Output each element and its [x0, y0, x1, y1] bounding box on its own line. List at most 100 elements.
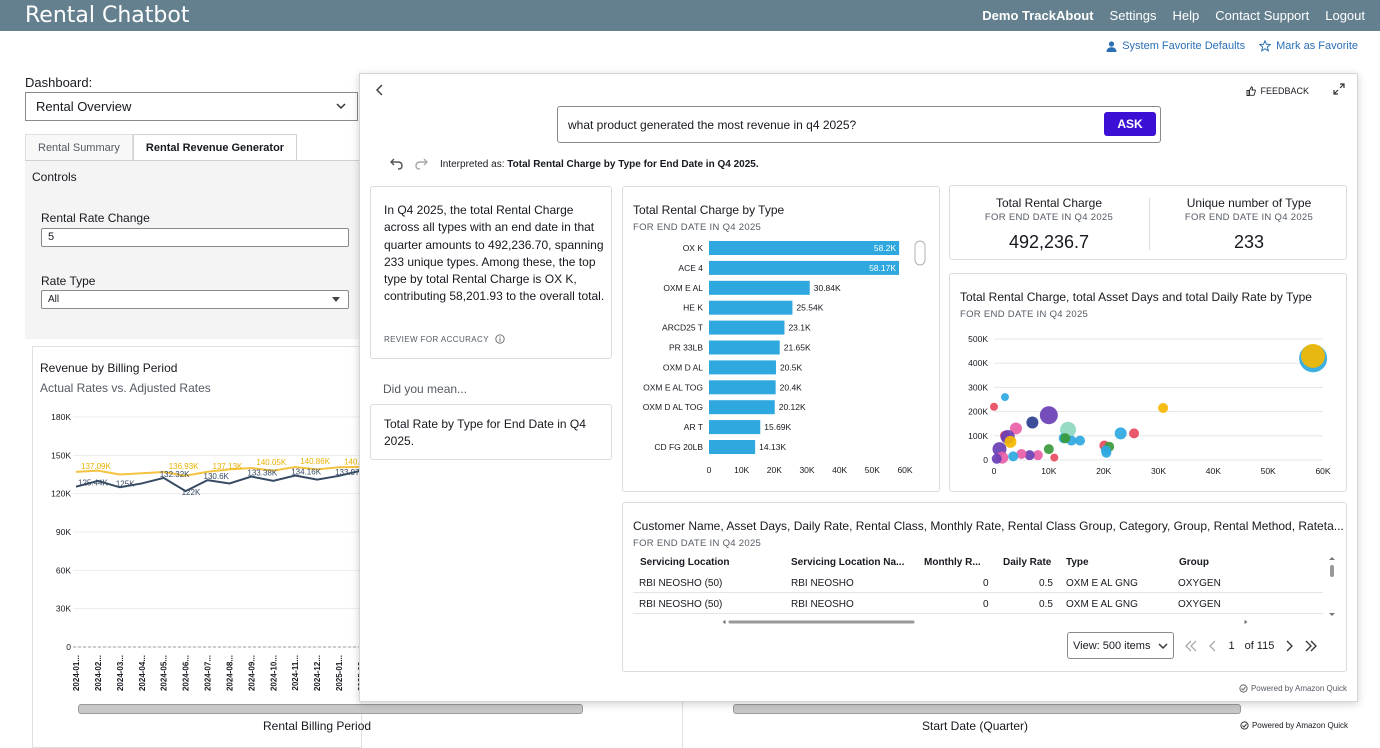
actual-data-label: 133.97K — [335, 468, 359, 477]
kpi-card: Total Rental Charge FOR END DATE IN Q4 2… — [949, 185, 1347, 260]
dashboard-select[interactable]: Rental Overview — [25, 92, 358, 121]
chevron-left-icon[interactable] — [374, 83, 386, 97]
nav-demo-trackabout[interactable]: Demo TrackAbout — [982, 8, 1094, 23]
kpi-total-rental-charge: Total Rental Charge FOR END DATE IN Q4 2… — [950, 186, 1148, 258]
nav-help[interactable]: Help — [1172, 8, 1200, 23]
column-header[interactable]: Group — [1179, 557, 1209, 568]
first-page-icon[interactable] — [1184, 640, 1198, 652]
x-tick-label: 10K — [1041, 466, 1056, 476]
scatter-chart-card: Total Rental Charge, total Asset Days an… — [949, 273, 1347, 492]
x-tick-label: 2024-04... — [138, 655, 147, 691]
table-horizontal-scrollbar[interactable] — [635, 619, 1335, 625]
tab-rental-summary[interactable]: Rental Summary — [25, 134, 133, 161]
star-icon — [1259, 40, 1272, 52]
expand-icon[interactable] — [1333, 83, 1345, 95]
nav-settings[interactable]: Settings — [1109, 8, 1157, 23]
kpi-subtitle: FOR END DATE IN Q4 2025 — [1184, 212, 1314, 223]
adjusted-rates-line — [75, 465, 359, 477]
next-page-icon[interactable] — [1284, 640, 1294, 652]
user-icon — [1106, 40, 1117, 52]
system-favorite-defaults-link[interactable]: System Favorite Defaults — [1106, 40, 1245, 52]
quick-logo-icon — [1239, 684, 1248, 693]
suggestion-card[interactable]: Total Rate by Type for End Date in Q4 20… — [370, 404, 612, 460]
top-nav: Demo TrackAbout Settings Help Contact Su… — [966, 0, 1365, 31]
nav-logout[interactable]: Logout — [1325, 8, 1365, 23]
current-page[interactable]: 1 — [1228, 639, 1235, 652]
prev-page-icon[interactable] — [1208, 640, 1218, 652]
right-chart-scrollbar[interactable] — [733, 704, 1241, 714]
column-header[interactable]: Servicing Location Na... — [791, 557, 905, 568]
bar-category-label: CD FG 20LB — [654, 442, 703, 452]
x-tick-label: 30K — [799, 465, 814, 475]
undo-icon[interactable] — [388, 158, 404, 170]
y-tick-label: 90K — [56, 527, 71, 537]
last-page-icon[interactable] — [1304, 640, 1318, 652]
powered-by-label: Powered by Amazon Quick — [1250, 684, 1347, 693]
answer-card: In Q4 2025, the total Rental Charge acro… — [370, 186, 612, 359]
left-chart-scrollbar[interactable] — [78, 704, 583, 714]
feedback-button[interactable]: FEEDBACK — [1246, 86, 1309, 96]
table-row[interactable]: RBI NEOSHO (50) RBI NEOSHO 0 0.5 OXM E A… — [633, 594, 1323, 614]
x-tick-label: 0 — [992, 466, 997, 476]
nav-contact-support[interactable]: Contact Support — [1215, 8, 1310, 23]
column-header[interactable]: Monthly R... — [924, 557, 981, 568]
pagination: View: 500 items 1 of 115 — [1067, 632, 1318, 659]
column-header[interactable]: Daily Rate — [1003, 557, 1052, 568]
bar — [709, 280, 810, 295]
bar-category-label: AR T — [684, 422, 703, 432]
bar-category-label: OXM E AL TOG — [643, 382, 703, 392]
scatter-point — [1000, 393, 1009, 402]
adjusted-data-label: 137.09K — [81, 462, 111, 471]
table-vertical-scrollbar[interactable] — [1327, 553, 1337, 623]
suggestion-text: Total Rate by Type for End Date in Q4 20… — [384, 417, 586, 448]
dashboard-selected-value: Rental Overview — [36, 99, 132, 114]
bar — [709, 360, 776, 375]
review-label: REVIEW FOR ACCURACY — [384, 334, 489, 344]
question-input[interactable]: what product generated the most revenue … — [557, 106, 1161, 143]
mark-as-favorite-link[interactable]: Mark as Favorite — [1259, 40, 1358, 52]
scatter-point — [990, 402, 998, 411]
scatter-point — [1100, 445, 1111, 456]
view-items-select[interactable]: View: 500 items — [1067, 632, 1175, 659]
thumbs-up-icon — [1247, 86, 1257, 96]
scatter-point — [1009, 422, 1022, 435]
rental-rate-change-input[interactable]: 5 — [41, 228, 349, 247]
scatter-point — [1060, 433, 1071, 444]
app-title: Rental Chatbot — [25, 3, 190, 28]
scatter-point — [1024, 450, 1035, 461]
bar-value-label: 20.5K — [780, 362, 803, 372]
table-title: Customer Name, Asset Days, Daily Rate, R… — [633, 519, 1344, 533]
y-tick-label: 150K — [51, 450, 71, 460]
kpi-title: Unique number of Type — [1186, 196, 1312, 210]
x-tick-label: 60K — [1315, 466, 1330, 476]
table-row[interactable]: RBI NEOSHO (50) RBI NEOSHO 0 0.5 OXM E A… — [633, 573, 1323, 593]
bar-chart: OX K 58.2K ACE 4 58.17K OXM E AL 30.84K HE K 25… — [643, 240, 926, 475]
x-tick-label: 2024-05... — [160, 655, 169, 691]
table-card: Customer Name, Asset Days, Daily Rate, R… — [622, 502, 1347, 672]
rate-type-select[interactable]: All — [41, 290, 349, 309]
question-text: what product generated the most revenue … — [568, 118, 857, 132]
view-items-label: View: 500 items — [1073, 639, 1151, 652]
powered-by-overlay: Powered by Amazon Quick — [1239, 684, 1347, 693]
rental-rate-change-label: Rental Rate Change — [41, 211, 150, 225]
bar — [709, 260, 900, 275]
actual-data-label: 134.16K — [291, 468, 321, 477]
tab-rental-revenue-generator[interactable]: Rental Revenue Generator — [132, 134, 298, 161]
scatter-point — [1050, 453, 1059, 462]
system-favorite-label: System Favorite Defaults — [1122, 40, 1246, 52]
ask-button[interactable]: ASK — [1104, 112, 1156, 136]
actual-data-label: 125K — [116, 479, 135, 488]
bar-category-label: ARCD25 T — [662, 323, 703, 333]
redo-icon[interactable] — [414, 158, 430, 170]
column-header[interactable]: Type — [1066, 557, 1089, 568]
actual-rates-line — [75, 470, 359, 493]
x-tick-label: 2024-08... — [225, 655, 234, 691]
cell: 0 — [983, 599, 989, 610]
column-header[interactable]: Servicing Location — [640, 557, 730, 568]
bar-category-label: OX K — [683, 243, 704, 253]
bar-value-label: 14.13K — [759, 442, 786, 452]
bar-chart-subtitle: FOR END DATE IN Q4 2025 — [633, 222, 762, 233]
review-for-accuracy[interactable]: REVIEW FOR ACCURACY — [384, 334, 505, 344]
bar-category-label: HE K — [683, 303, 703, 313]
controls-title: Controls — [32, 170, 77, 184]
